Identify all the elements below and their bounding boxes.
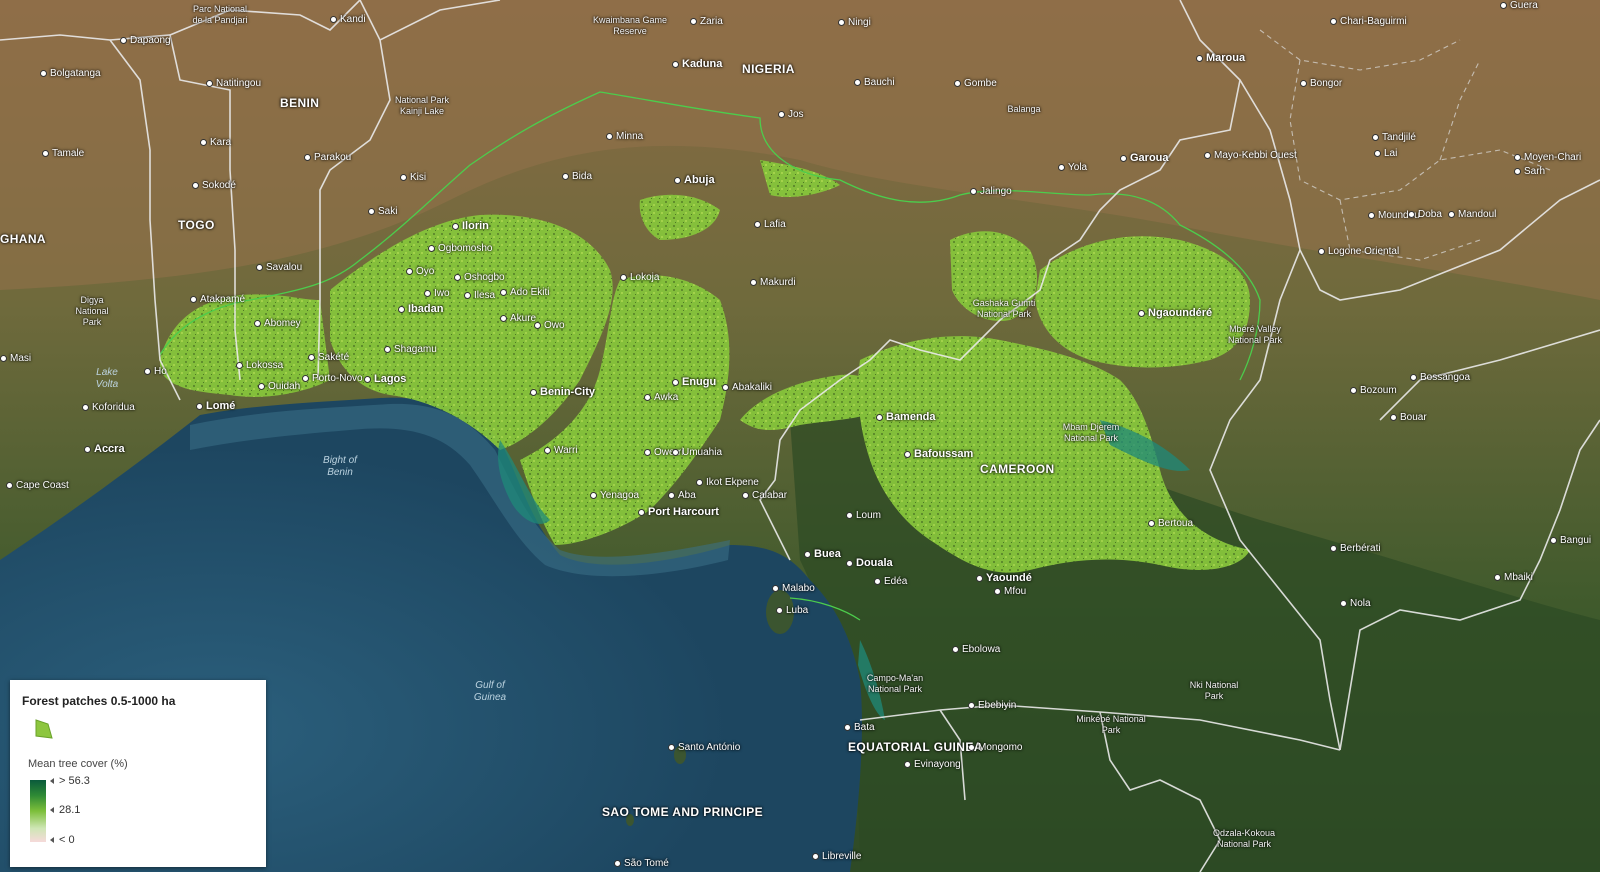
- study-area-outline: [159, 91, 1261, 621]
- tree-cover-color-ramp: [30, 780, 46, 842]
- legend-tick-low: < 0: [50, 834, 75, 846]
- ocean-shelf: [190, 403, 730, 577]
- forest-patch-swatch: [35, 719, 53, 739]
- forest-patches-layer: [160, 160, 1250, 573]
- bioko-island: [766, 590, 794, 634]
- sao-tome-island: [674, 746, 686, 764]
- principe-island: [626, 814, 634, 826]
- mangrove-patches: [498, 420, 1190, 720]
- legend-panel: Forest patches 0.5-1000 ha Mean tree cov…: [10, 680, 266, 867]
- legend-tick-high: > 56.3: [50, 775, 90, 787]
- legend-tick-mid: 28.1: [50, 804, 80, 816]
- admin-boundaries: [1259, 29, 1551, 261]
- legend-subtitle: Mean tree cover (%): [28, 758, 128, 770]
- sahel-dry-zone: [0, 0, 1600, 300]
- legend-title: Forest patches 0.5-1000 ha: [22, 694, 176, 708]
